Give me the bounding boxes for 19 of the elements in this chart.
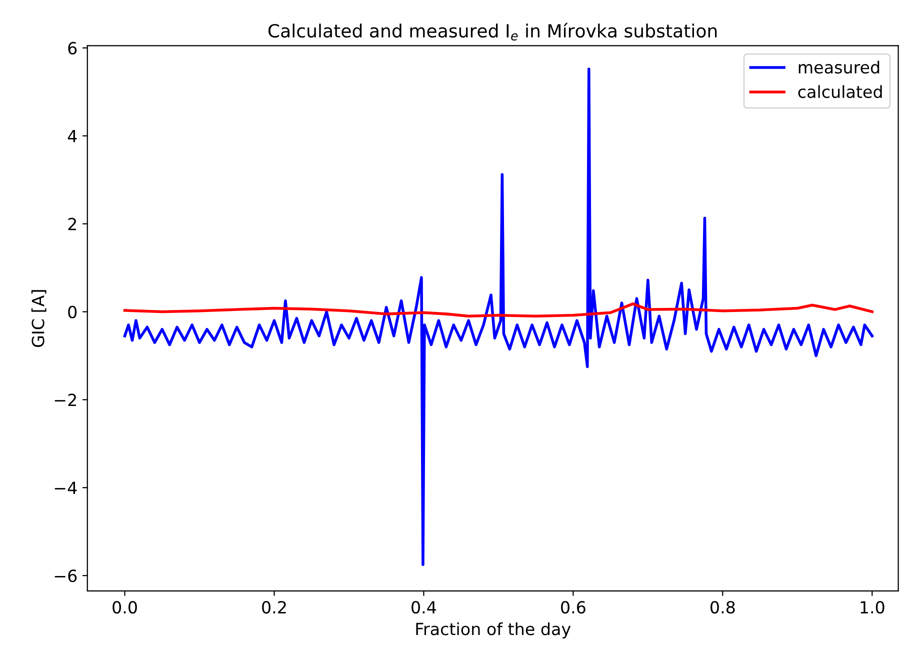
x-tick-label: 0.2 [262,600,286,614]
line-series [123,302,874,318]
y-tick-label: −4 [54,482,77,494]
x-axis-title: Fraction of the day [416,622,571,639]
chart-title: Calculated and measured I$_{e}$ in Mírovka substation [268,22,717,41]
legend-label: calculated [798,85,882,98]
y-axis-title: GIC [A] [31,290,46,347]
y-tick-label: 2 [68,218,76,230]
x-tick-label: 1.0 [860,600,884,614]
legend-label: measured [798,60,880,74]
y-tick-label: 6 [68,42,77,54]
x-tick-label: 0.8 [710,600,735,614]
y-tick-label: −2 [54,394,76,406]
y-tick-label: −6 [54,570,77,582]
x-tick-label: 0.4 [412,600,436,614]
y-tick-label: 4 [68,130,77,142]
x-tick-label: 0.6 [561,600,586,614]
x-tick-label: 0.0 [112,600,137,614]
y-tick-label: 0 [68,306,77,318]
